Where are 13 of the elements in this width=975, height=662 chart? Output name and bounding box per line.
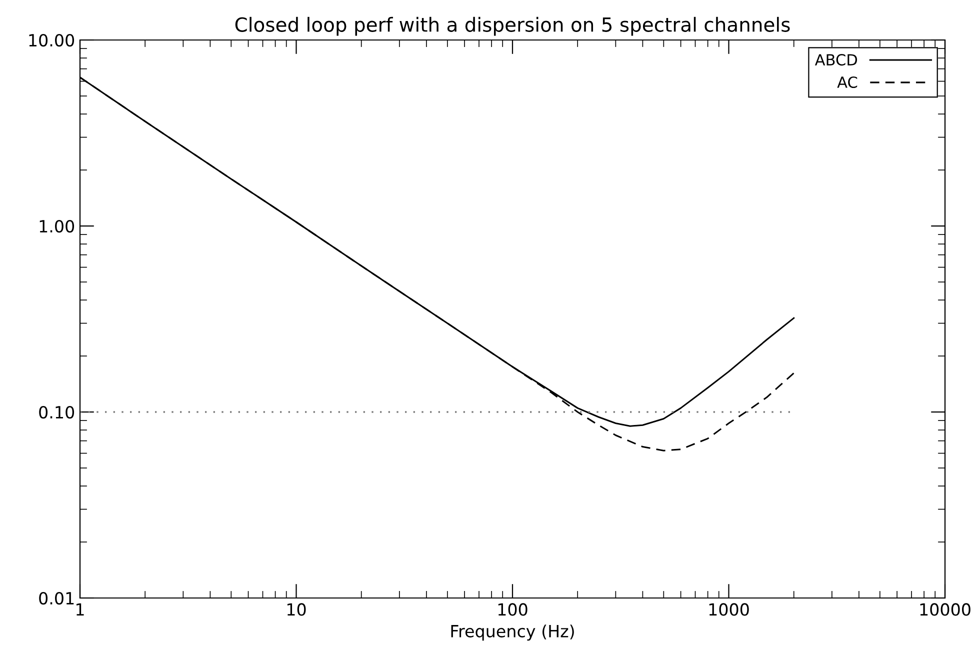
x-tick-label: 10000	[920, 603, 970, 616]
legend-label: AC	[837, 76, 858, 88]
y-tick-label: 10.00	[29, 34, 74, 47]
y-tick-label: 0.01	[39, 592, 74, 605]
legend-label: ABCD	[814, 54, 858, 66]
x-axis-title: Frequency (Hz)	[451, 624, 574, 641]
y-tick-label: 0.10	[39, 406, 74, 419]
x-tick-label: 100	[498, 603, 528, 616]
x-tick-label: 1	[76, 603, 84, 616]
x-tick-label: 1000	[709, 603, 749, 616]
y-tick-label: 1.00	[40, 220, 74, 233]
x-tick-label: 10	[287, 603, 306, 616]
chart-title: Closed loop perf with a dispersion on 5 spectral channels	[235, 16, 790, 36]
